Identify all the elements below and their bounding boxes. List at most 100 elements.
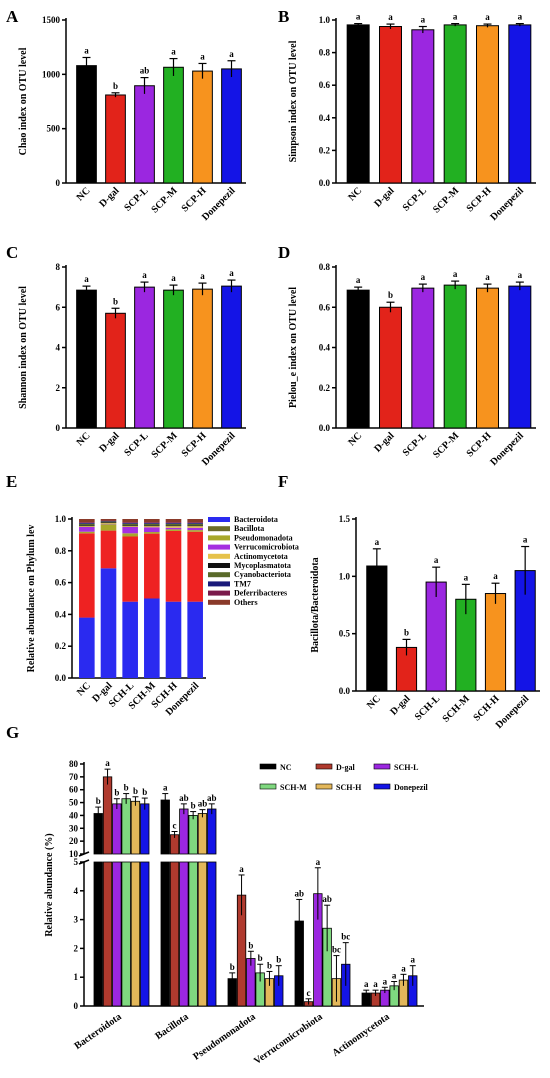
panel-letter: G: [6, 723, 19, 742]
legend-label: Mycoplasmatota: [234, 561, 291, 570]
stack-Verrucomicrobiota: [165, 527, 182, 530]
panel-D: D 0.0 0.2 0.4 0.6 0.8 Pielou_e index on OTU le…: [278, 243, 536, 468]
legend-swatch: [208, 572, 230, 578]
y-tick-label: 60: [69, 785, 79, 795]
panel-A: A 0 500 1000 1500 Chao index on OTU level a NC b…: [6, 7, 246, 223]
y-tick-label: 0: [74, 1001, 79, 1011]
significance-letter: a: [84, 274, 89, 284]
stack-Pseudomonadota: [187, 530, 203, 532]
legend-swatch: [208, 590, 230, 596]
stack-Actinomycetota: [100, 523, 117, 524]
significance-letter: a: [392, 971, 397, 981]
y-tick-label: 1000: [42, 69, 61, 79]
bar-SCH-H: [484, 593, 507, 692]
legend-label: Deferribacteres: [234, 589, 287, 598]
stack-Bacillota: [165, 530, 182, 602]
significance-letter: b: [124, 783, 129, 793]
panel-letter: B: [278, 7, 289, 26]
bar-Bacteroidota-NC-lower: [93, 861, 103, 1007]
bar-Bacteroidota-SCH-L: [112, 803, 122, 855]
y-tick-label: 1: [74, 972, 79, 982]
bar-Bacteroidota-SCH-H: [130, 800, 141, 855]
stack-Bacillota: [144, 533, 160, 599]
legend-swatch: [208, 553, 230, 559]
bar-Bacteroidota-D-gal-lower: [102, 861, 113, 1007]
stack-Deferribacteres: [165, 522, 182, 523]
stack-Others: [187, 519, 203, 523]
bar-NC: [346, 289, 370, 429]
stack-Cyanobacteriota: [165, 523, 182, 526]
bar-Donepezil: [221, 68, 242, 184]
bar-Bacteroidota-SCH-M-lower: [121, 861, 131, 1007]
significance-letter: a: [464, 572, 469, 582]
y-tick-label: 20: [69, 836, 79, 846]
significance-letter: b: [267, 960, 272, 970]
significance-letter: ab: [140, 66, 150, 76]
significance-letter: ab: [179, 793, 189, 803]
y-tick-label: 0.5: [339, 629, 351, 639]
significance-letter: b: [388, 290, 393, 300]
x-tick-label: SCP-H: [465, 185, 494, 214]
panel-F: F 0.0 0.5 1.0 1.5 Bacillota/Bacteroidota a NC b D…: [278, 472, 540, 731]
legend-swatch: [208, 563, 230, 568]
significance-letter: a: [356, 275, 361, 285]
significance-letter: a: [375, 537, 380, 547]
significance-letter: b: [248, 940, 253, 950]
significance-letter: b: [114, 788, 119, 798]
significance-letter: a: [316, 857, 321, 867]
legend-swatch: [259, 783, 277, 790]
y-tick-label: 0.2: [319, 383, 331, 393]
legend-label: SCH-M: [280, 783, 307, 792]
x-tick-label: Donepezil: [488, 185, 526, 223]
y-tick-label: 0: [56, 178, 61, 188]
bar-SCP-L: [411, 287, 435, 429]
significance-letter: a: [229, 49, 234, 59]
bar-Bacillota-SCH-H: [197, 813, 208, 855]
bar-Bacillota-NC-lower: [160, 861, 170, 1007]
y-tick-label: 6: [56, 302, 61, 312]
legend-swatch: [315, 763, 333, 770]
x-tick-label: D-gal: [372, 430, 396, 454]
significance-letter: b: [142, 787, 147, 797]
legend-label: D-gal: [336, 763, 355, 772]
y-tick-label: 0.4: [319, 343, 331, 353]
y-axis-label: Simpson index on OTU level: [288, 40, 299, 162]
stack-Deferribacteres: [122, 522, 138, 523]
bar-Bacillota-Donepezil: [207, 808, 217, 855]
bar-Bacteroidota-Donepezil: [140, 803, 150, 855]
significance-letter: ab: [207, 793, 217, 803]
stack-Cyanobacteriota: [79, 523, 95, 526]
significance-letter: a: [434, 555, 439, 565]
legend-swatch: [259, 763, 277, 770]
legend-label: Bacillota: [234, 524, 264, 533]
stack-Actinomycetota: [187, 526, 203, 528]
bar-Bacillota-Donepezil-lower: [207, 861, 217, 1007]
stack-Mycoplasmatota: [187, 525, 203, 527]
significance-letter: a: [171, 273, 176, 283]
y-tick-label: 0.0: [319, 423, 331, 433]
legend-label: Others: [234, 598, 258, 607]
stack-Bacillota: [100, 530, 117, 569]
y-tick-label: 1.5: [339, 514, 351, 524]
x-tick-label: SCP-L: [401, 430, 429, 458]
bar-SCP-M: [443, 24, 467, 184]
stack-TM7: [165, 522, 182, 524]
significance-letter: a: [493, 571, 498, 581]
x-tick-label: SCH-M: [441, 693, 473, 725]
legend-label: Pseudomonadota: [234, 533, 293, 542]
bar-Donepezil: [508, 24, 532, 184]
legend-label: Actinomycetota: [234, 552, 288, 561]
y-tick-label: 70: [69, 772, 79, 782]
stack-Deferribacteres: [187, 522, 203, 523]
bar-D-gal: [105, 94, 126, 184]
stack-Mycoplasmatota: [79, 525, 95, 527]
legend-label: Verrucomicrobiota: [234, 543, 299, 552]
panel-letter: A: [6, 7, 19, 26]
significance-letter: a: [518, 12, 523, 22]
y-tick-label: 80: [69, 759, 79, 769]
x-tick-label: SCH-L: [413, 693, 443, 723]
y-tick-label: 0.8: [319, 262, 331, 272]
y-tick-label: 50: [69, 798, 79, 808]
stack-Mycoplasmatota: [122, 525, 138, 527]
